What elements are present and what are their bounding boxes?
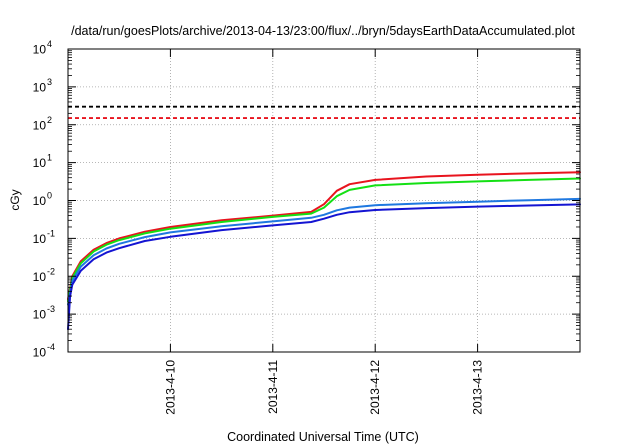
y-tick-label: 10 3 (33, 77, 52, 95)
y-tick-label: 10 -1 (33, 228, 55, 246)
y-tick-label: 10 -2 (33, 266, 55, 284)
y-tick-base: 10 (33, 232, 47, 246)
x-axis: 2013-4-10 2013-4-11 2013-4-12 2013-4-13 (163, 49, 485, 415)
y-tick-label: 10 1 (33, 153, 52, 171)
y-tick-base: 10 (33, 194, 47, 208)
y-tick-label: 10 -3 (33, 304, 55, 322)
y-tick-label: 10 2 (33, 115, 52, 133)
y-tick-exponent: -2 (47, 266, 55, 276)
series-line (67, 171, 581, 301)
y-tick-base: 10 (33, 43, 47, 57)
y-tick-label: 10 4 (33, 39, 52, 57)
y-tick-label: 10 -4 (33, 342, 55, 360)
x-axis-label: Coordinated Universal Time (UTC) (227, 430, 419, 444)
y-tick-exponent: 2 (47, 115, 52, 125)
threshold-lines (68, 105, 580, 119)
y-tick-exponent: -1 (47, 228, 55, 238)
series-lines (67, 171, 581, 331)
x-tick-label: 2013-4-13 (471, 360, 485, 415)
y-tick-exponent: 4 (47, 39, 52, 49)
y-tick-exponent: 3 (47, 77, 52, 87)
x-tick-label: 2013-4-12 (368, 360, 382, 415)
series-line (67, 177, 581, 303)
y-tick-label: 10 0 (33, 191, 52, 209)
y-tick-exponent: 1 (47, 153, 52, 163)
y-tick-base: 10 (33, 80, 47, 94)
x-tick-label: 2013-4-11 (266, 360, 280, 414)
chart-title: /data/run/goesPlots/archive/2013-04-13/2… (71, 24, 575, 38)
series-line (67, 203, 581, 331)
y-tick-base: 10 (33, 270, 47, 284)
y-axis-label: cGy (8, 189, 22, 210)
y-tick-base: 10 (33, 346, 47, 360)
y-tick-exponent: -4 (47, 342, 55, 352)
x-tick-label: 2013-4-10 (163, 360, 177, 415)
y-tick-exponent: -3 (47, 304, 55, 314)
series-line (67, 197, 581, 306)
y-tick-base: 10 (33, 308, 47, 322)
y-tick-exponent: 0 (47, 191, 52, 201)
y-tick-base: 10 (33, 156, 47, 170)
y-tick-base: 10 (33, 118, 47, 132)
